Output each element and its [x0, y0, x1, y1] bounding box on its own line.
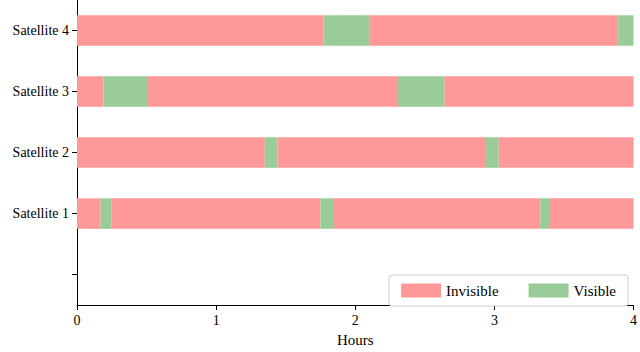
- svg-text:Satellite 3: Satellite 3: [13, 84, 69, 99]
- svg-text:Satellite 2: Satellite 2: [13, 145, 69, 160]
- svg-text:Hours: Hours: [337, 332, 374, 348]
- svg-text:4: 4: [630, 313, 637, 328]
- svg-text:2: 2: [352, 313, 359, 328]
- svg-text:Satellite 4: Satellite 4: [13, 23, 69, 38]
- svg-text:3: 3: [491, 313, 498, 328]
- svg-text:Satellite 1: Satellite 1: [13, 206, 69, 221]
- svg-text:0: 0: [74, 313, 81, 328]
- svg-text:1: 1: [213, 313, 220, 328]
- svg-text:Invisible: Invisible: [446, 283, 499, 299]
- svg-text:Visible: Visible: [574, 283, 617, 299]
